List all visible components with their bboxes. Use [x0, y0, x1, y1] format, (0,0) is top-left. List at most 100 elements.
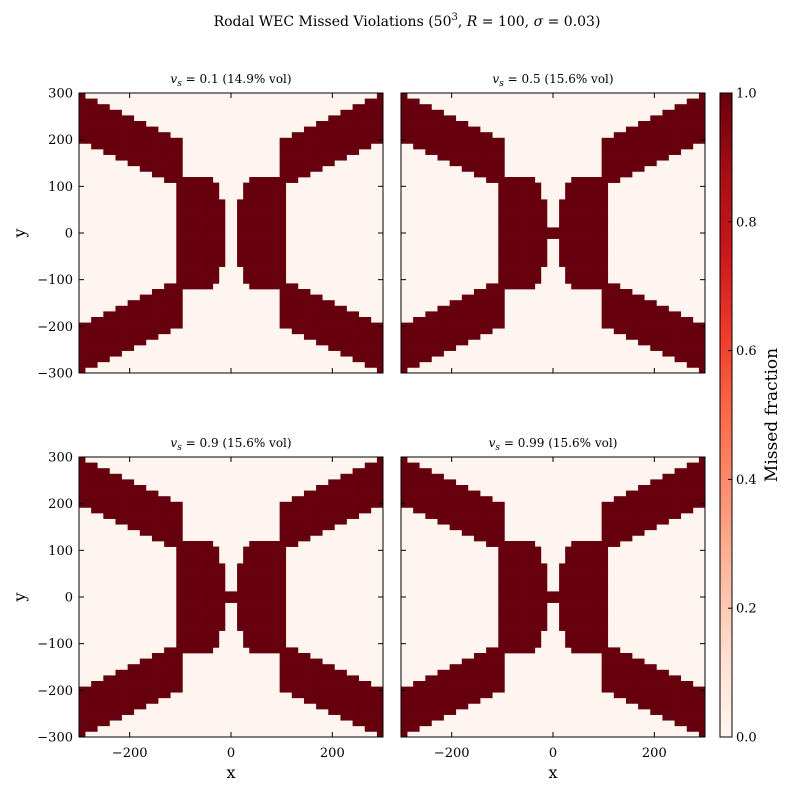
heatmap-cell: [583, 546, 590, 553]
heatmap-cell: [85, 322, 92, 329]
heatmap-cell: [486, 289, 493, 295]
heatmap-cell: [607, 681, 615, 687]
heatmap-cell: [139, 681, 147, 687]
heatmap-cell: [279, 160, 287, 167]
heatmap-cell: [267, 602, 274, 609]
heatmap-cell: [200, 221, 208, 228]
heatmap-cell: [133, 501, 141, 508]
heatmap-cell: [285, 501, 293, 508]
heatmap-cell: [534, 216, 542, 223]
heatmap-cell: [121, 692, 128, 699]
heatmap-cell: [158, 154, 165, 161]
heatmap-cell: [516, 597, 523, 603]
heatmap-cell: [255, 227, 262, 234]
heatmap-cell: [91, 697, 98, 704]
heatmap-cell: [91, 109, 98, 116]
heatmap-cell: [625, 518, 633, 525]
x-tick-label: 0: [227, 746, 235, 761]
heatmap-cell: [176, 261, 183, 267]
heatmap-cell: [188, 625, 195, 631]
heatmap-cell: [419, 697, 426, 704]
heatmap-cell: [273, 630, 280, 637]
heatmap-cell: [200, 613, 208, 620]
heatmap-cell: [407, 692, 414, 699]
heatmap-cell: [492, 289, 499, 295]
heatmap-cell: [133, 333, 141, 340]
heatmap-cell: [437, 675, 444, 682]
heatmap-cell: [473, 490, 481, 497]
heatmap-cell: [206, 580, 214, 587]
heatmap-cell: [492, 664, 499, 671]
heatmap-cell: [310, 305, 317, 312]
heatmap-cell: [698, 725, 706, 732]
heatmap-cell: [310, 300, 317, 307]
heatmap-cell: [164, 294, 171, 301]
heatmap-cell: [595, 272, 602, 279]
heatmap-cell: [686, 143, 694, 150]
heatmap-cell: [310, 697, 317, 704]
y-axis-label: y: [10, 592, 29, 602]
heatmap-cell: [164, 518, 171, 525]
heatmap-cell: [194, 625, 201, 631]
heatmap-cell: [103, 681, 110, 687]
heatmap-cell: [243, 266, 250, 273]
heatmap-cell: [103, 513, 110, 519]
heatmap-cell: [437, 490, 444, 497]
heatmap-cell: [419, 137, 426, 144]
heatmap-cell: [370, 115, 378, 122]
heatmap-cell: [686, 703, 694, 710]
heatmap-cell: [650, 345, 657, 351]
heatmap-cell: [668, 149, 675, 155]
heatmap-cell: [668, 501, 675, 508]
heatmap-cell: [589, 630, 596, 637]
heatmap-cell: [583, 283, 590, 290]
heatmap-cell: [97, 339, 104, 346]
heatmap-cell: [601, 513, 609, 519]
heatmap-cell: [176, 686, 183, 693]
heatmap-cell: [297, 328, 305, 335]
heatmap-cell: [109, 339, 116, 346]
heatmap-cell: [316, 143, 323, 150]
heatmap-cell: [559, 238, 566, 245]
heatmap-cell: [212, 608, 220, 615]
heatmap-cell: [285, 664, 293, 671]
heatmap-cell: [504, 221, 511, 228]
heatmap-cell: [437, 143, 444, 150]
heatmap-cell: [352, 485, 360, 491]
heatmap-cell: [255, 557, 262, 564]
heatmap-cell: [176, 255, 183, 262]
heatmap-cell: [340, 333, 347, 340]
heatmap-cell: [103, 686, 110, 693]
heatmap-cell: [674, 714, 682, 721]
heatmap-cell: [674, 709, 682, 715]
heatmap-cell: [577, 277, 584, 284]
heatmap-cell: [127, 305, 135, 312]
heatmap-cell: [121, 686, 128, 693]
heatmap-cell: [644, 507, 651, 514]
heatmap-cell: [516, 585, 523, 592]
heatmap-cell: [443, 490, 450, 497]
heatmap-cell: [267, 266, 274, 273]
heatmap-cell: [583, 261, 590, 267]
heatmap-cell: [619, 317, 627, 323]
heatmap-cell: [419, 143, 426, 150]
heatmap-cell: [662, 513, 669, 519]
heatmap-cell: [376, 501, 384, 508]
heatmap-cell: [413, 339, 420, 346]
heatmap-cell: [601, 261, 609, 267]
heatmap-cell: [121, 317, 128, 323]
heatmap-cell: [273, 574, 280, 581]
heatmap-cell: [565, 636, 572, 643]
heatmap-cell: [662, 697, 669, 704]
heatmap-cell: [206, 188, 214, 195]
heatmap-cell: [145, 137, 153, 144]
heatmap-cell: [625, 675, 633, 682]
heatmap-cell: [97, 485, 104, 491]
heatmap-cell: [340, 121, 347, 127]
heatmap-cell: [498, 552, 505, 559]
heatmap-cell: [455, 664, 463, 671]
heatmap-cell: [176, 580, 183, 587]
heatmap-cell: [577, 244, 584, 251]
heatmap-cell: [425, 681, 432, 687]
heatmap-cell: [619, 143, 627, 150]
